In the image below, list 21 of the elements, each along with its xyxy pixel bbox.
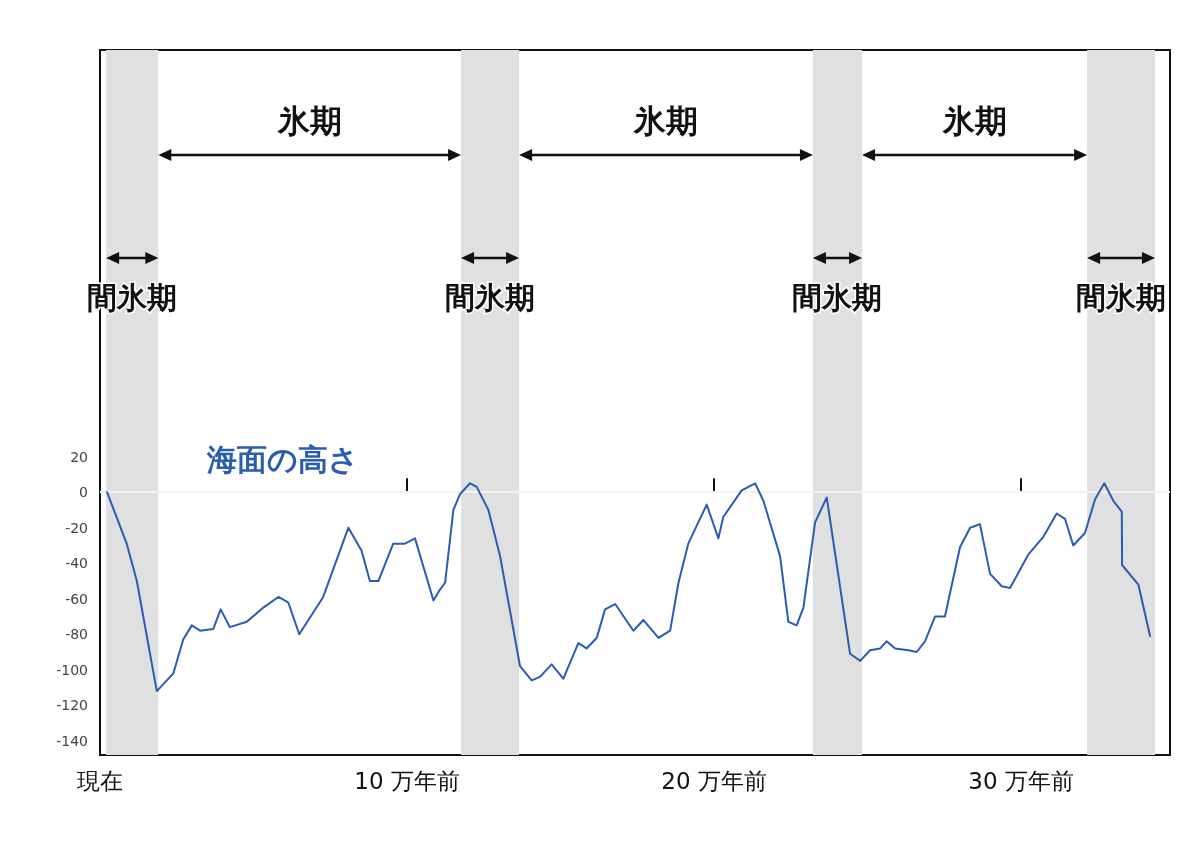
x-tick-label: 10 万年前: [354, 767, 460, 794]
annotation: 氷期: [276, 102, 342, 140]
y-tick-label: -40: [65, 555, 88, 572]
x-tick-label: 現在: [77, 767, 123, 794]
y-tick-label: 20: [70, 448, 88, 465]
x-tick-label: 20 万年前: [661, 767, 767, 794]
series-label: 海面の高さ: [206, 441, 360, 477]
y-tick-label: -80: [65, 626, 88, 643]
annotation: 氷期: [941, 102, 1007, 140]
line-series: [106, 482, 1152, 693]
band-label: 間氷期: [792, 279, 883, 315]
y-tick-label: -100: [56, 661, 88, 678]
y-tick-label: -140: [56, 732, 88, 749]
x-tick-label: 30 万年前: [968, 767, 1074, 794]
y-tick-label: -60: [65, 590, 88, 607]
band-label: 間氷期: [445, 279, 536, 315]
y-tick-label: -20: [65, 519, 88, 536]
y-tick-label: -120: [56, 697, 88, 714]
y-tick-label: 0: [79, 484, 88, 501]
band-label: 間氷期: [1076, 279, 1167, 315]
annotation: 氷期: [633, 102, 699, 140]
